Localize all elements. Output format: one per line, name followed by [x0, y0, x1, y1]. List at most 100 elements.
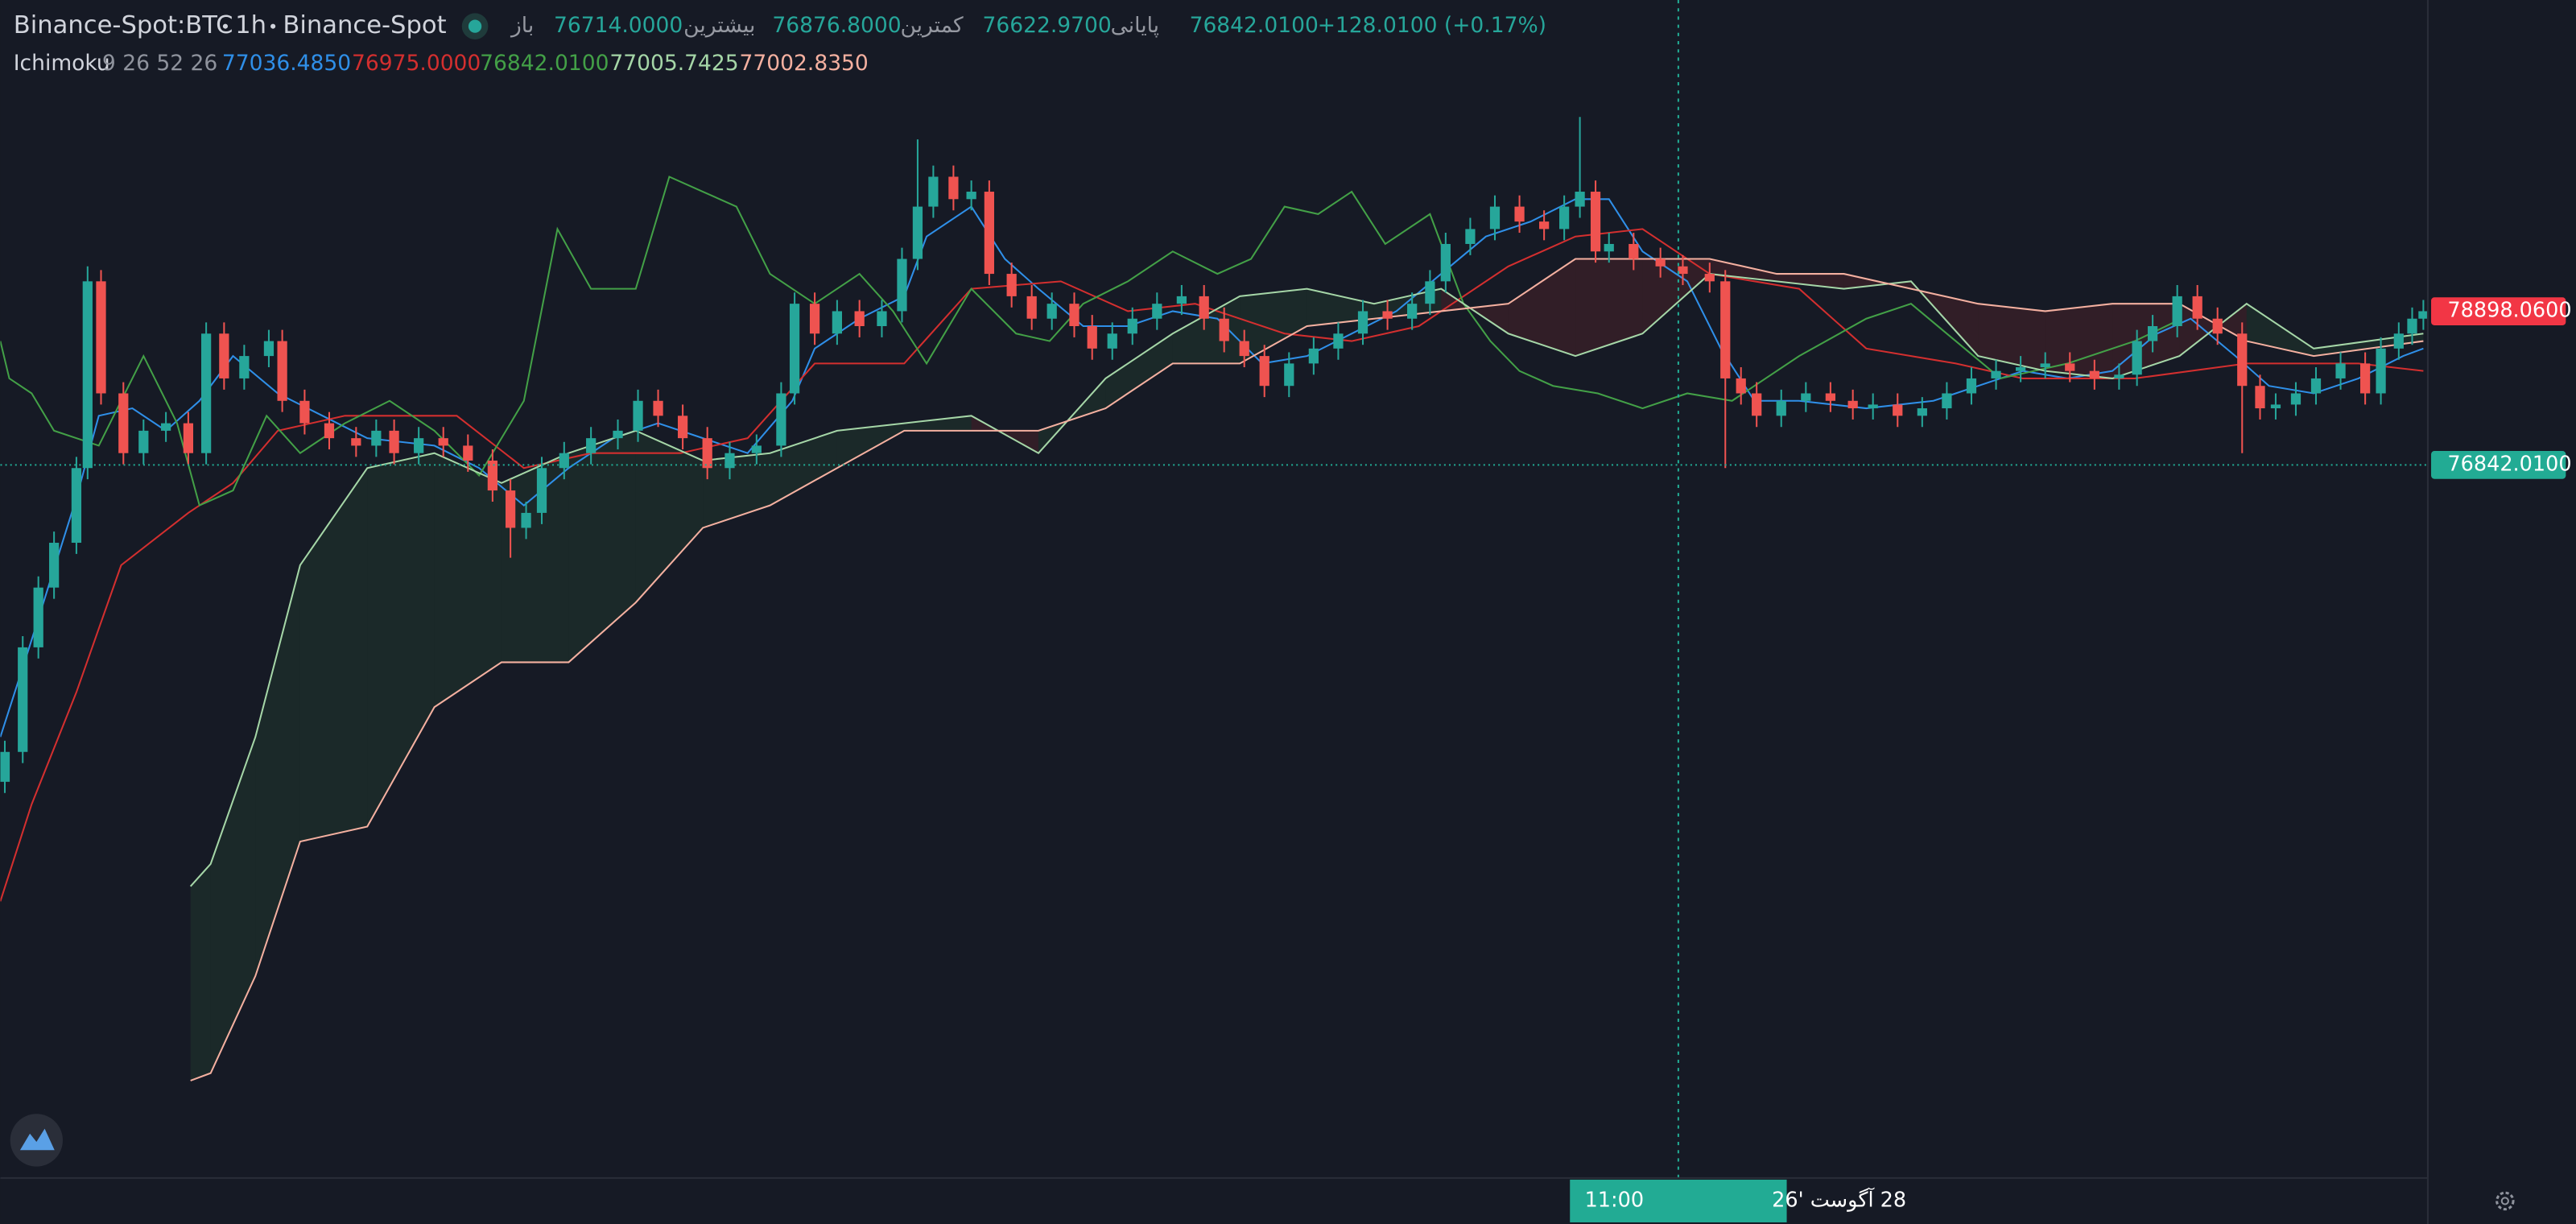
candle-body [2407, 318, 2417, 334]
cloud-fill [2045, 304, 2113, 378]
settings-icon[interactable] [2500, 1197, 2509, 1205]
candle-body [219, 333, 229, 378]
cloud-fill [836, 423, 905, 469]
candle-body [33, 587, 43, 647]
ohlc-value: 76714.0000 [554, 13, 683, 38]
legend: Binance-Spot:BTC 1h Binance-Spot Ichimok… [14, 11, 1546, 76]
candle-body [160, 423, 171, 431]
candle-body [2418, 311, 2428, 319]
indicator-value: 76975.0000 [352, 51, 481, 76]
cloud-fill [1978, 304, 2046, 371]
overlay [0, 0, 2428, 1178]
candle-body [49, 543, 60, 588]
candle-body [1514, 206, 1525, 222]
candle-body [2360, 363, 2371, 394]
candle-body [183, 423, 194, 453]
cloud-fill [434, 453, 502, 708]
candle-body [1991, 370, 2001, 378]
candle-body [2015, 367, 2026, 371]
candle-body [1308, 348, 1319, 364]
candle-body [2237, 333, 2248, 387]
candle-body [1382, 311, 1393, 319]
settings[interactable] [2496, 1191, 2515, 1211]
cloud-fill [904, 416, 972, 431]
ohlc-change: +128.0100 (+0.17%) [1318, 13, 1546, 38]
candle-body [1152, 304, 1162, 319]
candle-body [487, 460, 497, 491]
ohlc-value: 76622.9700 [983, 13, 1112, 38]
candle-body [1720, 281, 1731, 378]
candle-body [613, 430, 623, 439]
candle-body [751, 445, 762, 453]
candle-body [2335, 363, 2346, 378]
cloud-fill [2246, 304, 2314, 357]
candle-body [1629, 243, 1639, 259]
candle-body [505, 490, 516, 528]
indicator-name: Ichimoku [14, 51, 110, 76]
candle-body [1847, 400, 1858, 409]
indicator-value: 76842.0100 [480, 51, 609, 76]
separator [270, 23, 276, 29]
indicator-line [0, 198, 2424, 738]
candle-body [877, 311, 887, 327]
cloud-fill [770, 430, 837, 506]
candle-body [299, 400, 310, 424]
candle-body [371, 430, 382, 446]
candle-body [1678, 266, 1688, 275]
logo-icon [10, 1114, 63, 1167]
candle-body [71, 468, 82, 544]
candle-body [2290, 393, 2301, 405]
candle-body [832, 311, 843, 334]
candle-body [1026, 296, 1037, 319]
crosshair-date: 28 آگوست '26 [1772, 1187, 1906, 1212]
candle-body [2393, 333, 2404, 349]
candle-body [776, 393, 786, 446]
candle-body [138, 430, 149, 453]
candle-body [82, 281, 93, 469]
settings-icon[interactable] [2496, 1191, 2515, 1211]
candle-body [1825, 393, 1835, 401]
candle-body [559, 453, 569, 469]
candle-body [2147, 326, 2158, 341]
indicator-value: 77002.8350 [740, 51, 869, 76]
candle-body [1046, 304, 1057, 319]
candle-body [1559, 206, 1570, 229]
cloud-fill [501, 453, 569, 663]
candle-body [2270, 404, 2281, 409]
candle-body [2089, 370, 2099, 378]
cloud-fill [1105, 333, 1173, 409]
candle-body [2114, 374, 2124, 378]
price-marker-label: 76842.0100 [2447, 452, 2571, 476]
ohlc-label: پایانی [1111, 13, 1159, 38]
candle-body [928, 176, 939, 207]
interval: 1h [235, 11, 266, 39]
candle-body [0, 751, 10, 782]
crosshair-time: 11:00 [1585, 1188, 1644, 1212]
candle-body [1199, 296, 1209, 319]
candle-body [1604, 243, 1614, 252]
candle-body [1176, 296, 1187, 304]
indicator-value: 77036.4850 [222, 51, 351, 76]
candle-body [854, 311, 865, 327]
cloud-fill [367, 453, 435, 827]
candle-body [1127, 318, 1137, 334]
candle-body [1425, 281, 1435, 304]
axes: 78898.0600 76842.0100 11:00 28 آگوست '26 [1570, 297, 2572, 1222]
candle-body [1465, 229, 1476, 244]
cloud-fill [1575, 258, 1643, 357]
ohlc-label: باز [510, 13, 534, 38]
candle-body [1801, 393, 1811, 401]
candle-body [586, 438, 597, 453]
cloud-fill [703, 453, 770, 528]
cloud-fill [299, 468, 368, 842]
status-dot [468, 19, 482, 33]
candle-body [633, 400, 643, 431]
candle-body [1333, 333, 1344, 349]
indicator-line [0, 176, 2182, 507]
candle-body [677, 416, 688, 439]
cloud-fill [1709, 258, 1777, 282]
indicator-value: 77005.7425 [609, 51, 738, 76]
candle-body [351, 438, 361, 446]
candle-body [2310, 378, 2322, 394]
